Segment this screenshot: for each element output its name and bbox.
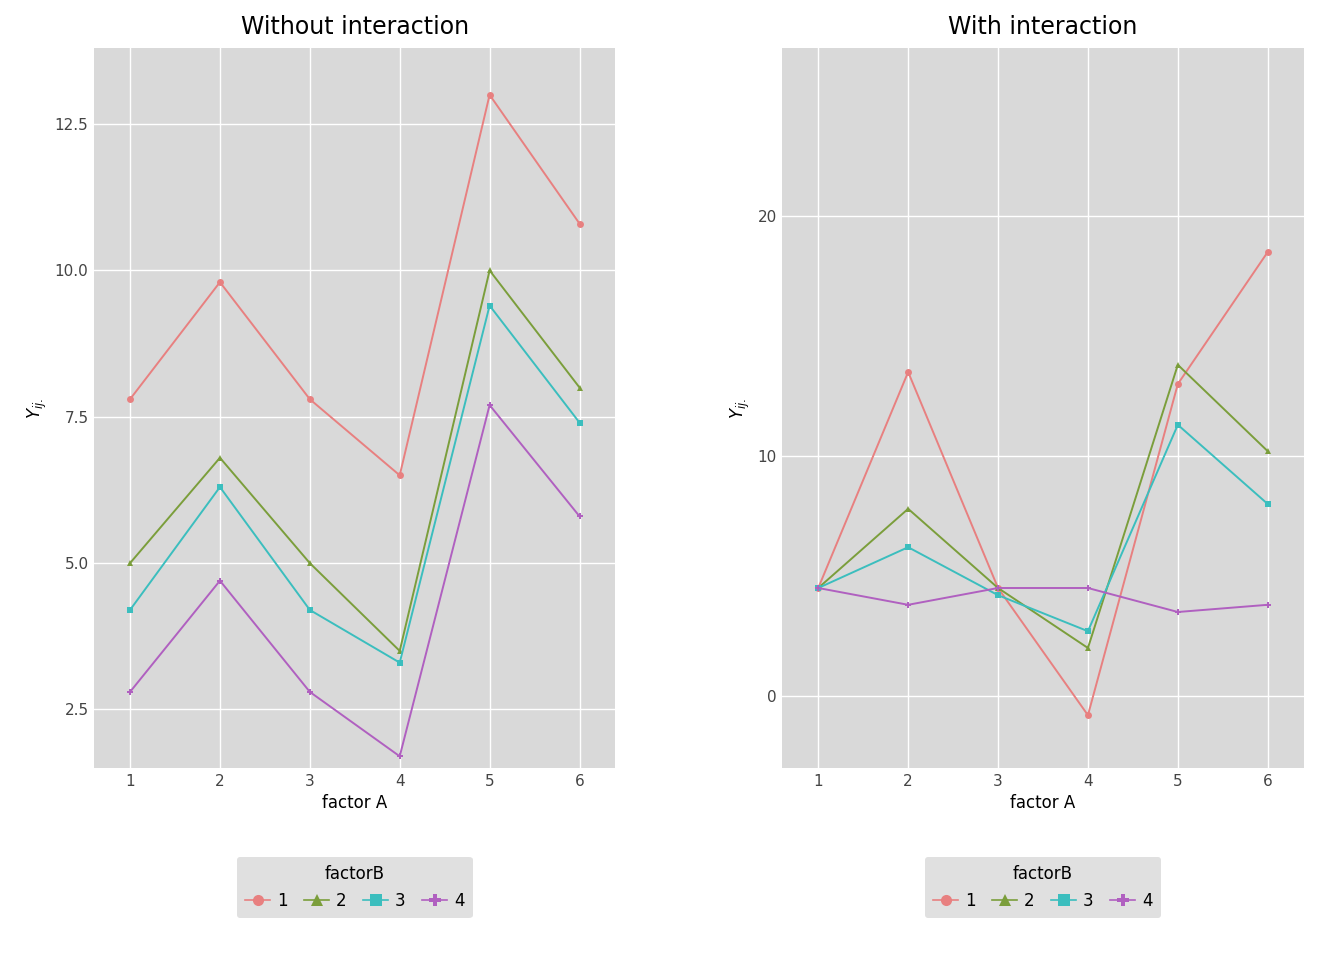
Legend: 1, 2, 3, 4: 1, 2, 3, 4	[237, 857, 473, 918]
Title: With interaction: With interaction	[949, 15, 1137, 39]
Title: Without interaction: Without interaction	[241, 15, 469, 39]
Legend: 1, 2, 3, 4: 1, 2, 3, 4	[925, 857, 1161, 918]
Y-axis label: $Y_{ij.}$: $Y_{ij.}$	[26, 397, 50, 419]
Y-axis label: $Y_{ij.}$: $Y_{ij.}$	[728, 397, 751, 419]
X-axis label: factor A: factor A	[323, 794, 387, 812]
X-axis label: factor A: factor A	[1011, 794, 1075, 812]
